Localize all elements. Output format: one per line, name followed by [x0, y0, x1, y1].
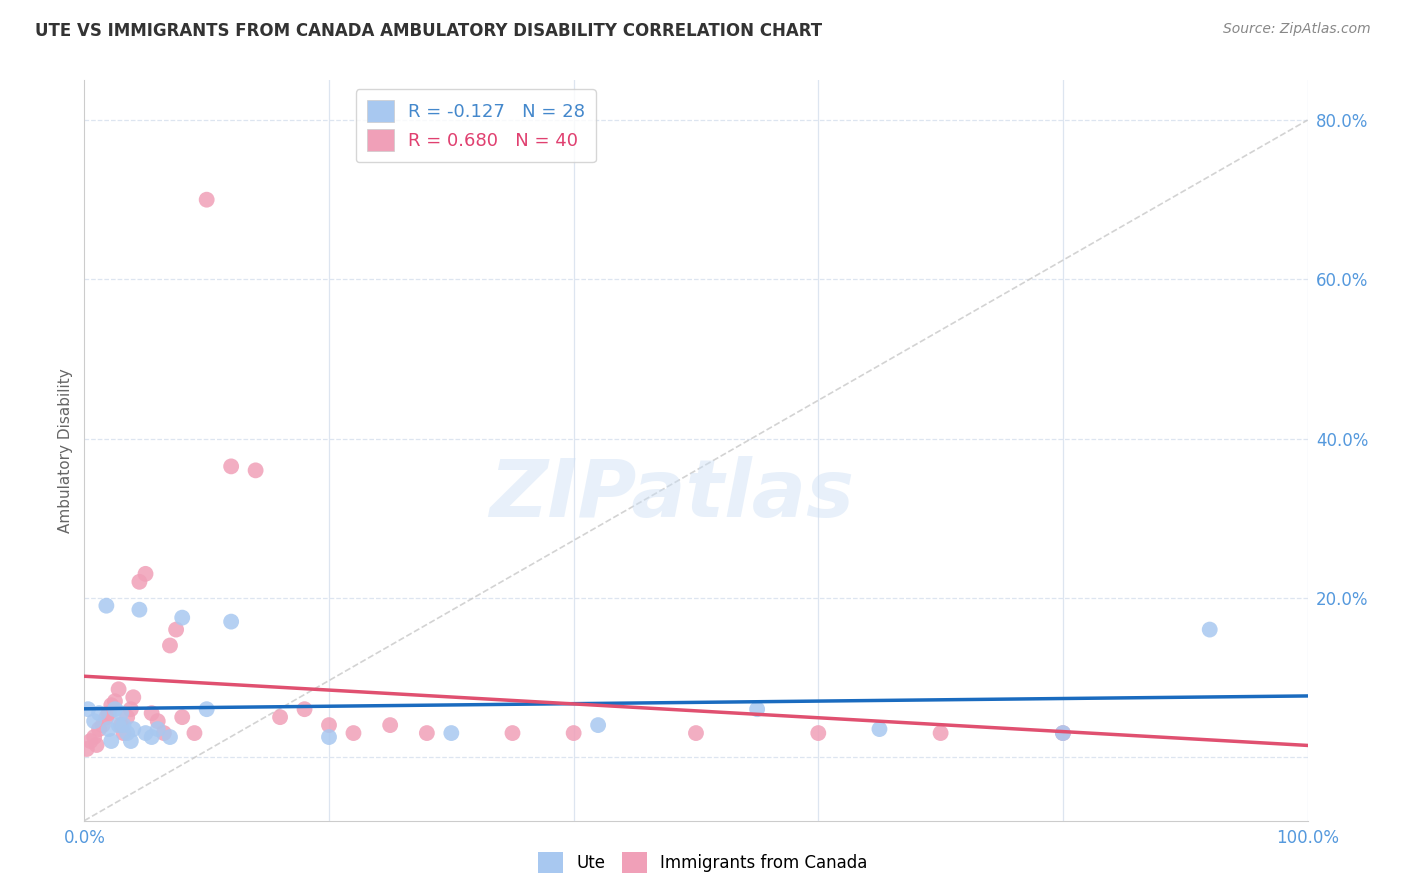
Point — [86, 738, 108, 752]
Point — [416, 726, 439, 740]
Point — [219, 459, 242, 474]
Point — [100, 698, 122, 713]
Point — [1052, 726, 1074, 740]
Point — [112, 726, 135, 740]
Point — [1198, 623, 1220, 637]
Point — [318, 730, 340, 744]
Point — [115, 726, 138, 740]
Point — [869, 722, 891, 736]
Point — [141, 730, 163, 744]
Point — [195, 702, 218, 716]
Point — [87, 706, 110, 721]
Point — [318, 718, 340, 732]
Text: Source: ZipAtlas.com: Source: ZipAtlas.com — [1223, 22, 1371, 37]
Point — [110, 718, 132, 732]
Point — [929, 726, 952, 740]
Point — [172, 610, 194, 624]
Text: ZIPatlas: ZIPatlas — [489, 456, 853, 534]
Point — [747, 702, 769, 716]
Point — [1052, 726, 1074, 740]
Point — [135, 566, 157, 581]
Point — [100, 734, 122, 748]
Point — [97, 722, 120, 736]
Point — [440, 726, 463, 740]
Point — [128, 602, 150, 616]
Point — [104, 702, 127, 716]
Point — [110, 706, 132, 721]
Point — [380, 718, 402, 732]
Point — [128, 574, 150, 589]
Point — [79, 734, 101, 748]
Y-axis label: Ambulatory Disability: Ambulatory Disability — [58, 368, 73, 533]
Point — [153, 726, 176, 740]
Point — [159, 730, 181, 744]
Point — [294, 702, 316, 716]
Point — [135, 726, 157, 740]
Legend: Ute, Immigrants from Canada: Ute, Immigrants from Canada — [531, 846, 875, 880]
Point — [76, 742, 98, 756]
Point — [96, 710, 118, 724]
Point — [91, 718, 114, 732]
Point — [120, 702, 142, 716]
Point — [159, 639, 181, 653]
Point — [502, 726, 524, 740]
Point — [146, 714, 169, 728]
Point — [245, 463, 267, 477]
Point — [562, 726, 585, 740]
Point — [586, 718, 609, 732]
Point — [172, 710, 194, 724]
Point — [83, 714, 105, 728]
Point — [77, 702, 100, 716]
Point — [141, 706, 163, 721]
Point — [97, 706, 120, 721]
Point — [104, 694, 127, 708]
Point — [269, 710, 291, 724]
Point — [342, 726, 364, 740]
Point — [122, 722, 145, 736]
Point — [122, 690, 145, 705]
Point — [195, 193, 218, 207]
Point — [83, 730, 105, 744]
Point — [112, 718, 135, 732]
Legend: R = -0.127   N = 28, R = 0.680   N = 40: R = -0.127 N = 28, R = 0.680 N = 40 — [356, 89, 596, 162]
Point — [96, 599, 118, 613]
Point — [219, 615, 242, 629]
Point — [120, 734, 142, 748]
Point — [146, 722, 169, 736]
Point — [115, 710, 138, 724]
Point — [685, 726, 707, 740]
Point — [107, 682, 129, 697]
Point — [87, 722, 110, 736]
Point — [165, 623, 187, 637]
Point — [183, 726, 205, 740]
Text: UTE VS IMMIGRANTS FROM CANADA AMBULATORY DISABILITY CORRELATION CHART: UTE VS IMMIGRANTS FROM CANADA AMBULATORY… — [35, 22, 823, 40]
Point — [807, 726, 830, 740]
Point — [107, 718, 129, 732]
